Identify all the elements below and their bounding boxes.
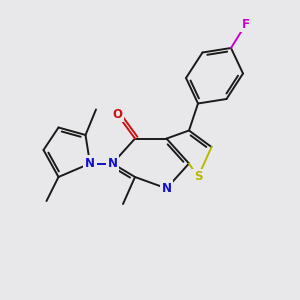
Text: F: F <box>242 17 250 31</box>
Text: O: O <box>112 107 122 121</box>
Text: N: N <box>85 157 95 170</box>
Text: N: N <box>161 182 172 195</box>
Text: S: S <box>194 170 202 184</box>
Text: N: N <box>107 157 118 170</box>
